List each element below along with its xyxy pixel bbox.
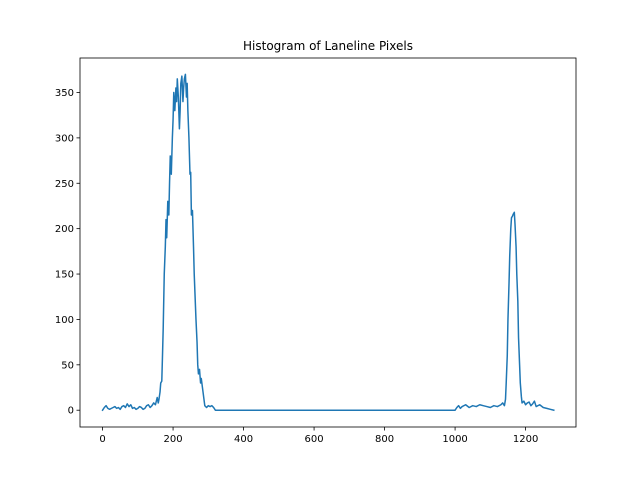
y-axis-ticks: 0 50 100 150 200 250 300 350 [55, 88, 80, 417]
x-tick-label: 400 [234, 434, 253, 445]
x-tick-label: 1000 [442, 434, 467, 445]
x-axis-ticks: 0 200 400 600 800 1000 1200 [99, 427, 538, 445]
y-tick-label: 250 [55, 179, 74, 190]
axes-frame [79, 57, 577, 428]
axes-spines [79, 57, 577, 428]
x-tick-label: 600 [305, 434, 324, 445]
series-line-1 [101, 73, 555, 412]
y-tick-label: 200 [55, 224, 74, 235]
y-tick-label: 150 [55, 270, 74, 281]
y-tick-label: 0 [68, 406, 74, 417]
y-tick-label: 100 [55, 315, 74, 326]
plot-area [101, 73, 555, 412]
x-tick-label: 800 [375, 434, 394, 445]
y-tick-label: 300 [55, 133, 74, 144]
x-tick-label: 1200 [513, 434, 538, 445]
y-tick-label: 350 [55, 88, 74, 99]
y-tick-label: 50 [61, 360, 74, 371]
x-tick-label: 200 [164, 434, 183, 445]
x-tick-label: 0 [99, 434, 105, 445]
chart-title: Histogram of Laneline Pixels [243, 39, 413, 53]
